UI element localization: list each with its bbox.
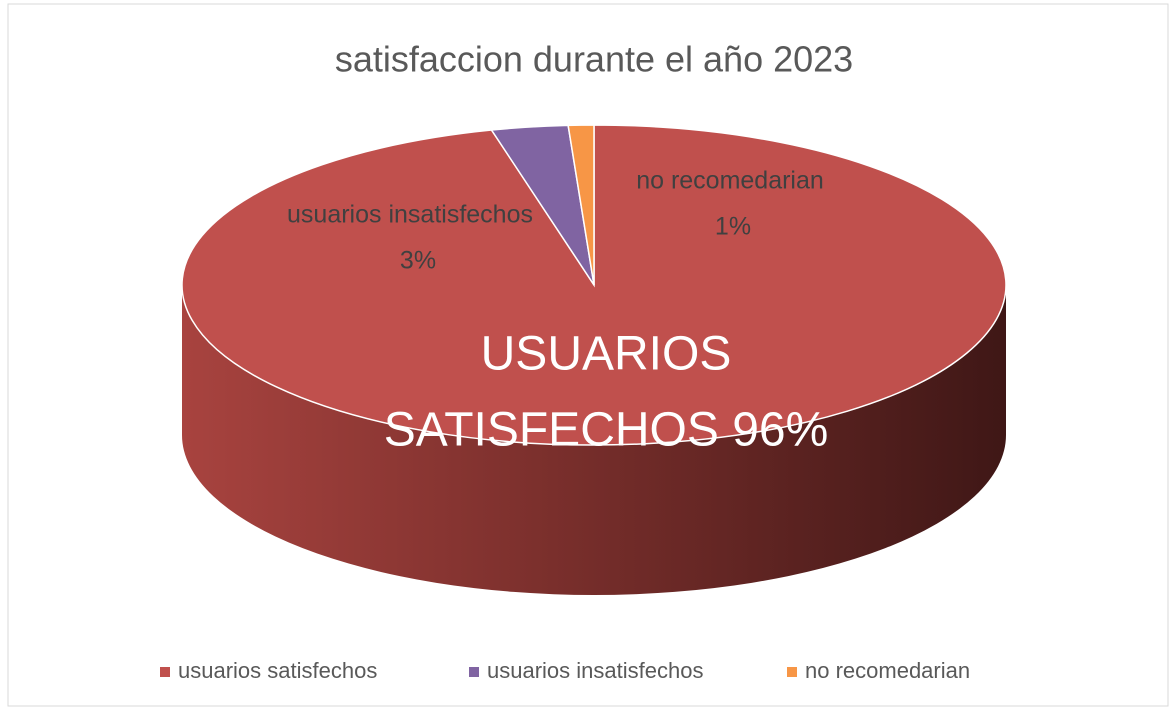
legend-swatch: [469, 667, 479, 677]
pie-slice: [567, 124, 595, 286]
data-label: 3%: [400, 247, 436, 275]
pie-slice: [181, 124, 1007, 446]
legend-label: usuarios satisfechos: [178, 658, 377, 683]
legend-label: no recomedarian: [805, 658, 970, 683]
data-label: USUARIOS: [481, 328, 732, 381]
legend-swatch: [787, 667, 797, 677]
chart-title: satisfaccion durante el año 2023: [335, 39, 853, 80]
legend-label: usuarios insatisfechos: [487, 658, 703, 683]
pie-side: [182, 285, 1006, 595]
data-label: SATISFECHOS 96%: [384, 404, 829, 457]
data-label: usuarios insatisfechos: [287, 201, 533, 229]
data-label: 1%: [715, 213, 751, 241]
data-label: no recomedarian: [636, 167, 824, 195]
legend-swatch: [160, 667, 170, 677]
